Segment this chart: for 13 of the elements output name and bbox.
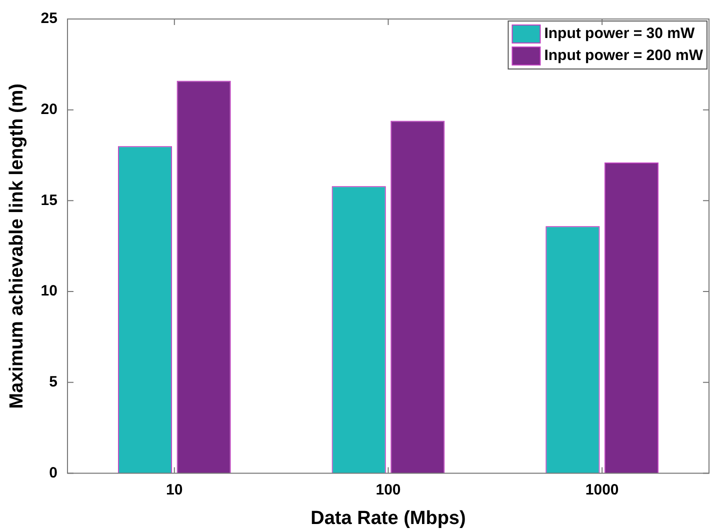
- y-axis-title: Maximum achievable link length (m): [6, 84, 28, 409]
- y-tick-label: 15: [40, 192, 58, 209]
- y-tick-label: 5: [49, 374, 58, 390]
- x-tick-label: 100: [376, 481, 401, 498]
- y-tick-label: 10: [40, 282, 58, 300]
- x-tick-label: 10: [166, 481, 183, 498]
- x-tick-label: 1000: [585, 481, 619, 498]
- y-tick-label: 0: [49, 464, 58, 482]
- y-tick-label: 20: [40, 100, 58, 118]
- y-tick-label: 25: [40, 10, 58, 28]
- x-axis-title: Data Rate (Mbps): [310, 508, 466, 529]
- legend-label: Input power = 200 mW: [544, 47, 704, 64]
- legend-label: Input power = 30 mW: [544, 25, 696, 42]
